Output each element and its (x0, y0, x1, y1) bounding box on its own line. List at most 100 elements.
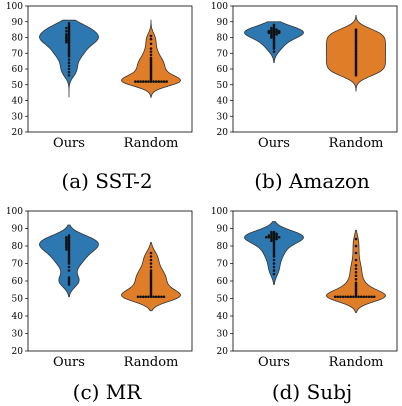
subplot-caption: (c) MR (73, 380, 143, 404)
x-tick-label-ours: Ours (258, 355, 290, 370)
data-point (367, 295, 371, 299)
data-point (160, 295, 163, 299)
data-point (149, 42, 153, 46)
data-point (352, 295, 355, 299)
y-tick-label: 100 (6, 2, 23, 12)
data-point (152, 80, 155, 83)
data-point (362, 295, 366, 299)
y-tick-label: 80 (217, 34, 229, 44)
data-point (354, 263, 358, 267)
y-tick-label: 20 (12, 128, 24, 138)
y-tick-label: 20 (217, 347, 229, 357)
data-point (149, 37, 153, 41)
data-point (149, 34, 153, 38)
data-point (344, 295, 347, 299)
data-point (270, 239, 273, 243)
y-tick-label: 60 (217, 65, 229, 75)
x-tick-label-ours: Ours (53, 136, 85, 151)
data-point (354, 267, 358, 271)
data-point (354, 251, 358, 255)
data-point (354, 237, 358, 241)
y-tick-label: 40 (217, 97, 229, 107)
y-tick-label: 90 (12, 225, 24, 235)
data-point (141, 295, 145, 299)
data-point (277, 235, 281, 239)
data-point (370, 295, 373, 299)
data-point (272, 265, 276, 269)
data-point (149, 262, 153, 265)
data-point (333, 295, 337, 299)
data-point (67, 269, 71, 272)
data-point (65, 29, 68, 33)
y-tick-label: 30 (12, 330, 24, 340)
subplot-caption: (d) Subj (272, 380, 352, 404)
y-tick-label: 100 (211, 207, 228, 217)
data-point (162, 295, 166, 299)
data-point (149, 258, 153, 262)
data-point (149, 80, 153, 83)
y-tick-label: 40 (12, 312, 24, 322)
y-tick-label: 30 (12, 112, 24, 122)
y-tick-label: 70 (12, 49, 24, 59)
data-point (65, 40, 68, 44)
data-point (65, 26, 68, 30)
data-point (67, 70, 71, 74)
data-point (372, 295, 376, 299)
data-point (272, 50, 276, 53)
y-tick-label: 80 (12, 34, 24, 44)
data-point (354, 258, 358, 262)
data-point (67, 58, 71, 61)
y-tick-label: 100 (6, 207, 23, 217)
data-point (149, 251, 153, 255)
axes-frame (27, 210, 193, 352)
data-point (144, 295, 148, 299)
data-point (157, 80, 161, 83)
data-point (357, 295, 360, 299)
data-point (270, 36, 273, 39)
y-tick-label: 60 (12, 277, 24, 287)
y-tick-label: 100 (211, 2, 228, 12)
data-point (267, 235, 271, 239)
data-point (272, 269, 276, 272)
data-point (160, 80, 163, 83)
data-point (354, 244, 358, 248)
y-tick-label: 60 (217, 277, 229, 287)
data-point (275, 237, 278, 241)
y-tick-label: 40 (217, 312, 229, 322)
data-point (149, 53, 153, 57)
y-tick-label: 80 (217, 242, 229, 252)
subplot-caption: (a) SST-2 (61, 169, 152, 193)
data-point (67, 55, 71, 58)
y-tick-label: 70 (12, 260, 24, 270)
data-point (272, 258, 276, 262)
y-tick-label: 50 (217, 81, 229, 91)
data-point (275, 33, 278, 36)
data-point (152, 295, 155, 299)
data-point (346, 295, 350, 299)
data-point (354, 270, 358, 274)
data-point (272, 255, 276, 258)
data-point (147, 80, 150, 83)
data-point (136, 295, 140, 299)
data-point (149, 265, 153, 269)
data-point (149, 47, 153, 50)
x-tick-label-random: Random (329, 136, 384, 151)
data-point (139, 295, 142, 299)
data-point (67, 265, 71, 269)
data-point (136, 80, 140, 83)
x-tick-label-random: Random (124, 355, 179, 370)
y-tick-label: 40 (12, 97, 24, 107)
y-tick-label: 70 (217, 49, 229, 59)
data-point (341, 295, 345, 299)
data-point (144, 80, 148, 83)
data-point (272, 262, 276, 265)
y-tick-label: 70 (217, 260, 229, 270)
subplot-1: 20 30 40 50 60 70 80 90 100 Ours Random (a) SST-2 (6, 2, 193, 193)
data-point (359, 295, 363, 299)
data-point (354, 74, 358, 77)
data-point (149, 50, 153, 53)
data-point (272, 47, 276, 50)
data-point (67, 74, 71, 77)
y-tick-label: 50 (217, 295, 229, 305)
